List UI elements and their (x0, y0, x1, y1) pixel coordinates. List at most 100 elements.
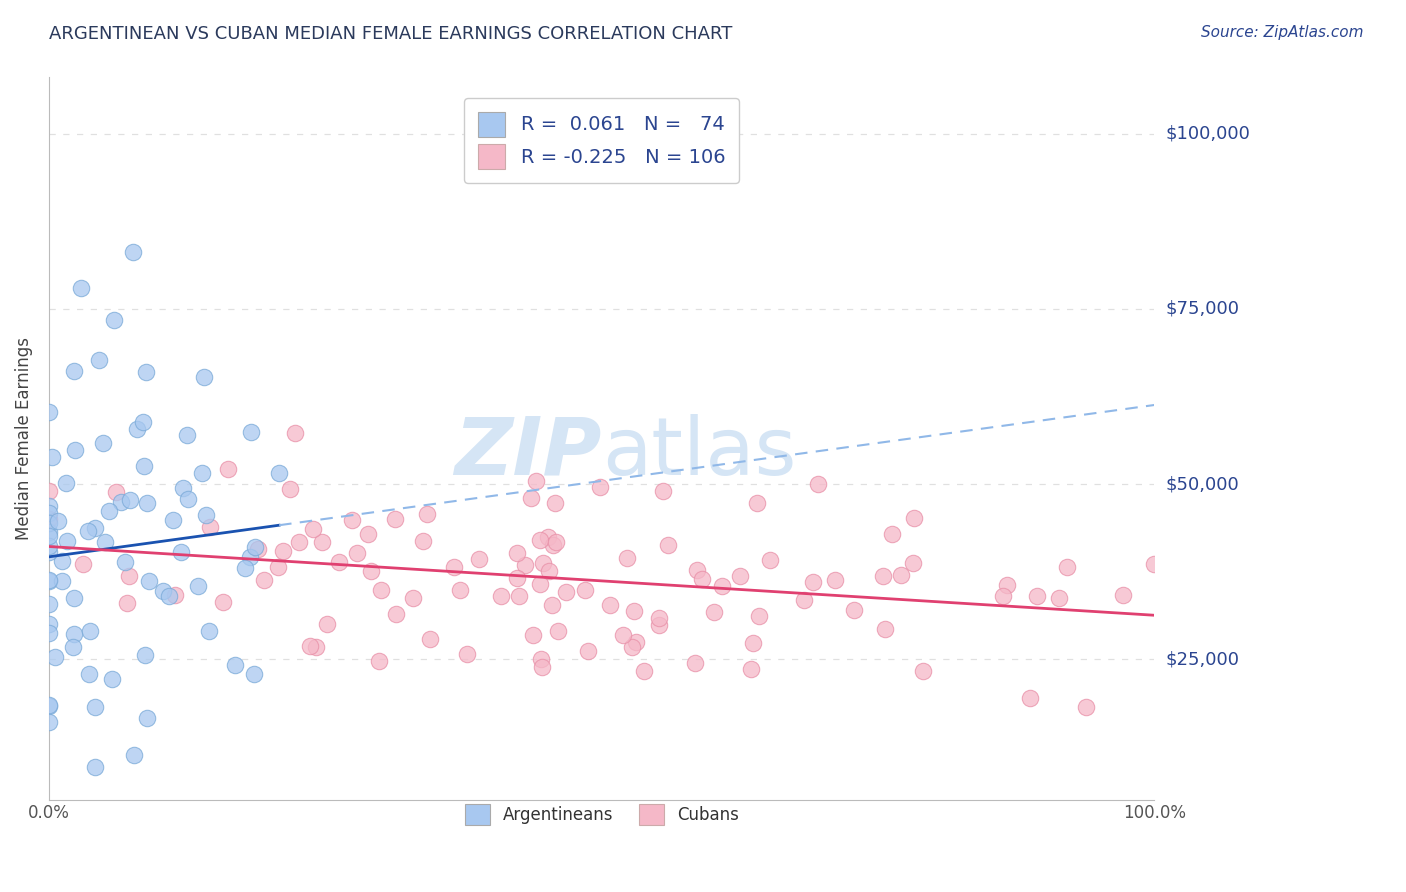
Point (38, 698, 60, 712)
Point (41, 450, 63, 464)
Point (63, 442, 86, 457)
Point (692, 572, 714, 586)
Point (136, 496, 159, 510)
Point (792, 593, 814, 607)
Point (616, 550, 638, 565)
Point (555, 585, 578, 599)
Point (190, 466, 212, 480)
Point (103, 313, 125, 327)
Point (187, 579, 209, 593)
Point (911, 664, 934, 678)
Point (620, 640, 643, 654)
Point (468, 552, 491, 566)
Point (38, 516, 60, 531)
Point (612, 628, 634, 642)
Point (51, 574, 73, 589)
Point (305, 640, 328, 654)
Point (110, 495, 132, 509)
Point (538, 564, 561, 578)
Point (115, 596, 138, 610)
Point (79, 624, 101, 639)
Point (63, 591, 86, 606)
Point (657, 538, 679, 552)
Point (443, 559, 465, 574)
Point (243, 540, 266, 554)
Point (506, 571, 529, 585)
Point (38, 574, 60, 588)
Point (121, 244, 143, 259)
Point (901, 556, 924, 570)
Point (522, 628, 544, 642)
Point (46, 514, 69, 528)
Point (1074, 700, 1097, 714)
Point (419, 632, 441, 646)
Point (240, 425, 263, 440)
Point (384, 511, 406, 525)
Point (132, 458, 155, 473)
Point (626, 635, 648, 649)
Point (157, 589, 180, 603)
Text: $75,000: $75,000 (1166, 300, 1240, 318)
Point (530, 659, 553, 673)
Point (38, 540, 60, 554)
Point (198, 519, 221, 533)
Point (599, 598, 621, 612)
Point (531, 556, 554, 570)
Point (1112, 588, 1135, 602)
Point (299, 639, 322, 653)
Point (402, 591, 425, 606)
Point (253, 573, 276, 587)
Point (44, 649, 66, 664)
Y-axis label: Median Female Earnings: Median Female Earnings (15, 337, 32, 540)
Point (890, 568, 912, 582)
Point (652, 483, 675, 498)
Point (648, 618, 671, 632)
Text: $100,000: $100,000 (1166, 125, 1250, 143)
Point (62, 640, 84, 654)
Point (51, 553, 73, 567)
Point (212, 595, 235, 609)
Point (177, 492, 200, 507)
Point (872, 569, 894, 583)
Legend: Argentineans, Cubans: Argentineans, Cubans (454, 794, 749, 835)
Point (873, 622, 896, 636)
Point (195, 508, 218, 523)
Point (686, 563, 709, 577)
Point (449, 582, 471, 597)
Point (529, 576, 551, 591)
Point (72, 557, 94, 571)
Point (647, 611, 669, 625)
Point (271, 544, 294, 558)
Point (101, 672, 124, 686)
Point (77, 666, 100, 681)
Point (134, 648, 156, 663)
Point (385, 607, 408, 621)
Point (995, 577, 1018, 591)
Point (193, 370, 215, 384)
Point (246, 541, 269, 556)
Point (683, 656, 706, 670)
Point (1019, 691, 1042, 706)
Point (758, 552, 780, 566)
Point (77, 524, 100, 539)
Point (544, 534, 567, 549)
Text: Source: ZipAtlas.com: Source: ZipAtlas.com (1201, 25, 1364, 40)
Point (544, 496, 567, 510)
Point (360, 564, 382, 578)
Point (328, 556, 350, 570)
Point (1056, 560, 1078, 574)
Point (357, 527, 380, 541)
Point (991, 589, 1014, 603)
Point (56, 533, 79, 548)
Point (529, 533, 551, 548)
Point (83, 760, 105, 774)
Point (135, 365, 157, 379)
Point (537, 531, 560, 545)
Text: atlas: atlas (602, 414, 796, 491)
Point (346, 546, 368, 560)
Point (880, 526, 903, 541)
Point (412, 533, 434, 548)
Point (524, 474, 547, 488)
Point (710, 579, 733, 593)
Point (728, 568, 751, 582)
